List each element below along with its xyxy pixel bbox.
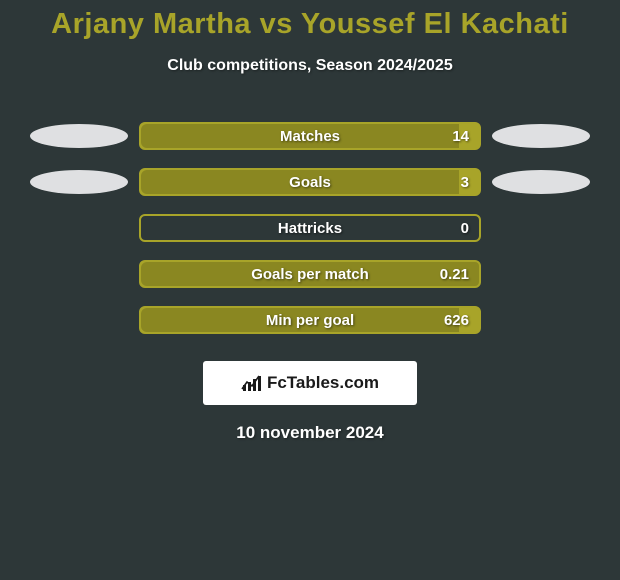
right-ellipse-holder	[481, 124, 601, 148]
left-ellipse-holder	[19, 124, 139, 148]
stat-label: Goals	[141, 170, 479, 194]
stat-label: Min per goal	[141, 308, 479, 332]
ellipse-right	[492, 170, 590, 194]
stat-value: 14	[452, 124, 469, 148]
stat-row: Goals per match0.21	[0, 251, 620, 297]
stat-row: Hattricks0	[0, 205, 620, 251]
stat-label: Matches	[141, 124, 479, 148]
logo-text: FcTables.com	[267, 373, 379, 393]
stat-row: Min per goal626	[0, 297, 620, 343]
ellipse-right	[492, 124, 590, 148]
stat-row: Goals3	[0, 159, 620, 205]
ellipse-left	[30, 170, 128, 194]
stat-row: Matches14	[0, 113, 620, 159]
stat-value: 0	[461, 216, 469, 240]
bars-icon	[241, 374, 263, 392]
stat-bar: Matches14	[139, 122, 481, 150]
page-title: Arjany Martha vs Youssef El Kachati	[0, 0, 620, 43]
stat-bar: Hattricks0	[139, 214, 481, 242]
stat-rows: Matches14 Goals3 Hattricks0 Goals per match…	[0, 85, 620, 343]
stat-label: Hattricks	[141, 216, 479, 240]
page-subtitle: Club competitions, Season 2024/2025	[0, 43, 620, 85]
right-ellipse-holder	[481, 170, 601, 194]
stat-label: Goals per match	[141, 262, 479, 286]
stat-value: 0.21	[440, 262, 469, 286]
stat-bar: Goals per match0.21	[139, 260, 481, 288]
date-text: 10 november 2024	[0, 405, 620, 443]
stat-bar: Min per goal626	[139, 306, 481, 334]
ellipse-left	[30, 124, 128, 148]
stat-value: 3	[461, 170, 469, 194]
site-logo[interactable]: FcTables.com	[203, 361, 417, 405]
left-ellipse-holder	[19, 170, 139, 194]
stat-value: 626	[444, 308, 469, 332]
logo-inner: FcTables.com	[241, 373, 379, 393]
stat-bar: Goals3	[139, 168, 481, 196]
